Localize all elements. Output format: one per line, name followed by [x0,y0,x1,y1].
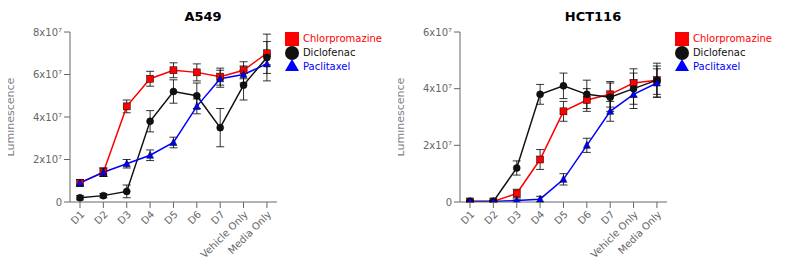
svg-text:2x10⁷: 2x10⁷ [423,140,452,151]
svg-text:8x10⁷: 8x10⁷ [33,27,62,38]
html-text:Chlorpromazine: Chlorpromazine [692,33,772,44]
svg-text:D1: D1 [69,209,87,227]
svg-text:D2: D2 [92,209,110,227]
html-text:HCT116: HCT116 [564,9,622,24]
svg-text:D1: D1 [459,209,477,227]
html-text:Chlorpromazine: Chlorpromazine [302,33,382,44]
svg-text:4x10⁷: 4x10⁷ [33,112,62,123]
svg-text:6x10⁷: 6x10⁷ [423,27,452,38]
svg-text:D4: D4 [529,209,547,227]
svg-text:2x10⁷: 2x10⁷ [33,154,62,165]
svg-text:D2: D2 [482,209,500,227]
svg-text:4x10⁷: 4x10⁷ [423,83,452,94]
svg-text:Luminescence: Luminescence [8,77,17,156]
svg-text:D6: D6 [576,209,594,227]
svg-text:D6: D6 [186,209,204,227]
html-text:A549: A549 [184,9,222,24]
svg-text:0: 0 [446,197,452,208]
svg-text:6x10⁷: 6x10⁷ [33,69,62,80]
html-text:Paclitaxel: Paclitaxel [302,61,351,72]
html-text:Paclitaxel: Paclitaxel [692,61,741,72]
svg-text:D3: D3 [505,209,523,227]
svg-text:Media Only: Media Only [226,209,274,257]
svg-text:D5: D5 [552,209,570,227]
svg-text:Luminescence: Luminescence [398,77,407,156]
svg-text:D7: D7 [599,209,617,227]
svg-text:D5: D5 [162,209,180,227]
svg-text:D4: D4 [139,209,157,227]
svg-text:0: 0 [56,197,62,208]
html-text:Diclofenac: Diclofenac [692,47,746,58]
svg-text:D7: D7 [209,209,227,227]
html-text:Diclofenac: Diclofenac [302,47,356,58]
svg-text:Media Only: Media Only [616,209,664,257]
svg-text:D3: D3 [115,209,133,227]
